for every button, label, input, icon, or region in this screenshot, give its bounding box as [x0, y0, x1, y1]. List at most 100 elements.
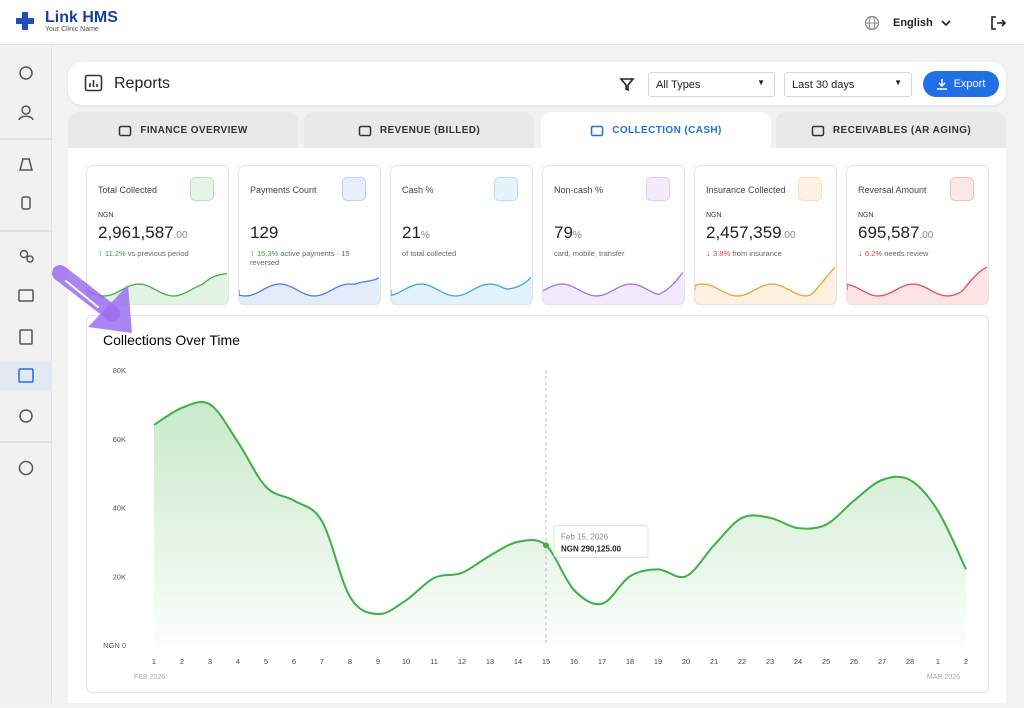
kpi-icon	[190, 177, 214, 201]
logo-icon	[16, 12, 34, 30]
kpi-suffix: %	[572, 230, 582, 241]
logout-icon[interactable]	[989, 14, 1007, 32]
sparkline-line	[87, 272, 228, 297]
sparkline-line	[847, 266, 988, 297]
export-text: Export	[953, 78, 986, 90]
kpi-main: 21	[402, 223, 421, 242]
tab-label: FINANCE OVERVIEW	[140, 125, 248, 136]
tooltip-amount: NGN 290,125.00	[561, 544, 622, 553]
x-tick-label: 2	[180, 657, 184, 666]
x-tick-label: 22	[738, 657, 746, 666]
kpi-main: 129	[250, 223, 279, 242]
x-tick-label: 9	[376, 657, 380, 666]
kpi-label: Total Collected	[98, 185, 158, 195]
x-tick-label: 3	[208, 657, 212, 666]
kpi-note: card, mobile, transfer	[554, 249, 625, 258]
kpi-card: Insurance Collected NGN 2,457,359.00 ↓ 3.8%…	[694, 165, 837, 305]
header: Link HMS Your Clinic Name English	[0, 0, 1024, 45]
kpi-main: 2,961,587	[98, 223, 174, 242]
hover-point	[543, 542, 549, 549]
x-tick-label: 28	[906, 657, 914, 666]
tab-label: COLLECTION (CASH)	[612, 125, 722, 136]
kpi-label: Non-cash %	[554, 185, 604, 195]
tab[interactable]: RECEIVABLES (AR AGING)	[776, 112, 1006, 149]
x-tick-label: 19	[654, 657, 662, 666]
type-filter-text: All Types	[656, 79, 701, 91]
globe-icon	[864, 15, 880, 31]
kpi-label: Insurance Collected	[706, 185, 786, 195]
kpi-main: 2,457,359	[706, 223, 782, 242]
kpi-value: 21%	[402, 223, 430, 243]
kpi-note: vs previous period	[127, 249, 189, 258]
kpi-card: Payments Count 129 ↑ 15.3% active payments…	[238, 165, 381, 305]
kpi-card: Non-cash % 79% card, mobile, transfer	[542, 165, 685, 305]
kpi-change-value: 3.8%	[713, 249, 731, 258]
kpi-change: ↑ 15.3% active payments · 15 reversed	[250, 248, 375, 268]
trend-arrow: ↓	[858, 248, 866, 258]
export-button[interactable]: Export	[923, 71, 999, 97]
sparkline	[239, 277, 380, 304]
kpi-icon	[798, 177, 822, 201]
kpi-suffix: %	[420, 230, 430, 241]
kpi-value: 79%	[554, 223, 582, 243]
x-tick-label: 7	[320, 657, 324, 666]
kpi-change: ↓ 6.2% needs review	[858, 248, 983, 259]
sparkline-area	[543, 272, 684, 304]
x-tick-label: 10	[402, 657, 410, 666]
sparkline-area	[239, 278, 380, 304]
chevron[interactable]	[940, 17, 952, 29]
tab[interactable]: COLLECTION (CASH)	[541, 112, 771, 149]
sparkline	[543, 271, 684, 304]
x-tick-label: 11	[430, 657, 438, 666]
sparkline	[391, 277, 532, 304]
tab[interactable]: REVENUE (BILLED)	[304, 112, 534, 149]
brand: Link HMS	[45, 9, 118, 26]
x-tick-label: 2	[964, 657, 968, 666]
kpi-suffix: .00	[781, 230, 796, 241]
filter-icon[interactable]	[619, 76, 635, 92]
chart: Collections Over Time NGN 0 20K 40K 60K 80K 1…	[103, 332, 968, 681]
trend-arrow: ↑	[98, 248, 106, 258]
kpi-value: 2,457,359.00	[706, 223, 796, 243]
kpi-label: Reversal Amount	[858, 185, 927, 195]
month-label: FEB 2026	[134, 674, 165, 681]
trend-arrow: ↑	[250, 248, 258, 258]
toolbar: Reports All Types ▼ Last 30 days ▼ Export	[68, 62, 1006, 105]
kpi-note: of total collected	[402, 249, 457, 258]
sparkline-area	[847, 267, 988, 304]
kpi-change: ↑ 11.2% vs previous period	[98, 248, 223, 259]
kpi-note: active payments · 15 reversed	[250, 249, 350, 267]
kpi-change-value: 11.2%	[105, 249, 126, 258]
kpi-label: Cash %	[402, 185, 434, 195]
x-tick-label: 26	[850, 657, 858, 666]
kpi-main: 695,587	[858, 223, 920, 242]
x-tick-label: 27	[878, 657, 886, 666]
y-tick-label: 80K	[113, 366, 126, 375]
sidebar-icons	[0, 66, 52, 476]
kpi-change: card, mobile, transfer	[554, 249, 679, 258]
language[interactable]: English	[893, 17, 933, 29]
line	[153, 401, 967, 616]
y-tick-label: NGN 0	[103, 641, 126, 650]
sparkline-line	[239, 277, 380, 297]
chart-card: Collections Over Time NGN 0 20K 40K 60K 80K 1…	[86, 315, 989, 693]
kpi-note: from insurance	[732, 249, 782, 258]
kpi-main: 79	[554, 223, 573, 242]
tab[interactable]: FINANCE OVERVIEW	[68, 112, 298, 149]
kpi-card: Total Collected NGN 2,961,587.00 ↑ 11.2% vs…	[86, 165, 229, 305]
x-tick-label: 4	[236, 657, 240, 666]
x-tick-label: 12	[458, 657, 466, 666]
kpi-suffix: .00	[919, 230, 934, 241]
x-tick-label: 25	[822, 657, 830, 666]
kpi-value: 2,961,587.00	[98, 223, 188, 243]
range-filter[interactable]: Last 30 days ▼	[784, 72, 912, 97]
type-filter[interactable]: All Types ▼	[648, 72, 775, 97]
y-tick-label: 40K	[113, 504, 126, 513]
sparkline-area	[695, 267, 836, 304]
kpi-currency: NGN	[706, 212, 722, 219]
tab-label: REVENUE (BILLED)	[379, 125, 481, 136]
x-tick-label: 23	[766, 657, 774, 666]
kpi-currency: NGN	[98, 212, 114, 219]
x-tick-label: 18	[626, 657, 634, 666]
